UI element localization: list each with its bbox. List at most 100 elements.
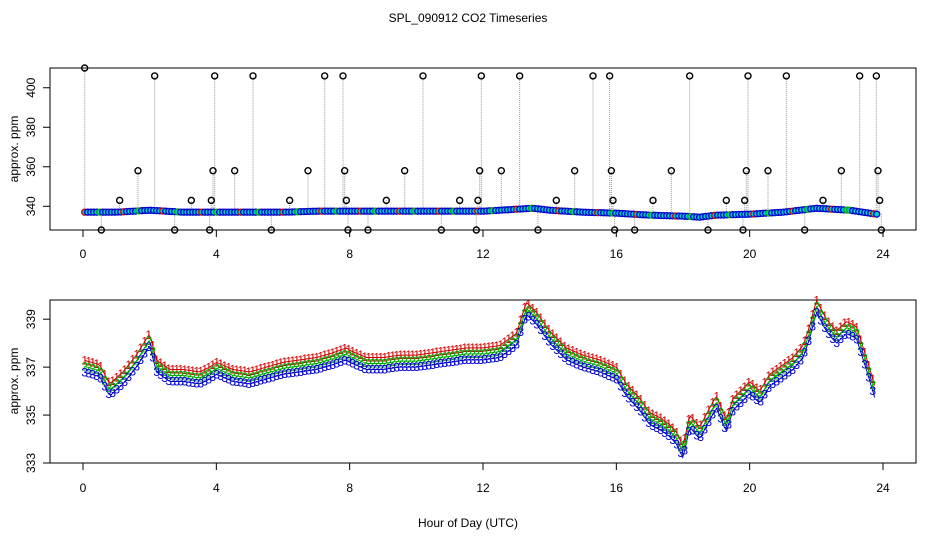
spike-point [855, 72, 864, 80]
series-3-marker: 3 [329, 358, 336, 372]
series-1-marker: 1 [197, 364, 204, 378]
series-1-marker: 1 [465, 341, 472, 355]
series-1-marker: 1 [225, 361, 232, 375]
series-3-marker: 3 [445, 356, 452, 370]
series-1-marker: 1 [813, 294, 820, 308]
series-2-marker: 2 [129, 359, 136, 373]
top-y-axis-label: approx. ppm [7, 116, 21, 183]
series-3-marker: 3 [261, 373, 268, 387]
series-2-marker: 2 [193, 371, 200, 385]
series-1-marker: 1 [389, 349, 396, 363]
series-3-marker: 3 [405, 360, 412, 374]
spike-point [744, 72, 752, 80]
series-2-marker: 2 [733, 394, 740, 408]
series-2-marker: 2 [265, 365, 272, 379]
series-1-marker: 1 [817, 301, 824, 315]
series-3-marker: 3 [857, 345, 864, 359]
series-3-marker: 3 [453, 354, 460, 368]
series-2-marker: 2 [165, 368, 172, 382]
series-1-marker: 1 [801, 334, 808, 348]
spike-point [304, 167, 312, 175]
series-1-marker: 1 [829, 320, 836, 334]
series-3-marker: 3 [673, 438, 680, 452]
bottom-x-tick-label: 12 [476, 481, 490, 495]
series-2-marker: 2 [725, 411, 732, 425]
series-3-marker: 3 [85, 367, 92, 381]
series-1-marker: 1 [437, 345, 444, 359]
series-2-marker: 2 [97, 366, 104, 380]
series-2-marker: 2 [225, 367, 232, 381]
series-3-marker: 3 [593, 364, 600, 378]
series-2-marker: 2 [753, 387, 760, 401]
series-1-marker: 1 [861, 345, 868, 359]
series-2-marker: 2 [349, 351, 356, 365]
series-2-marker: 2 [101, 373, 108, 387]
series-1-marker: 1 [361, 350, 368, 364]
series-2-marker: 2 [153, 359, 160, 373]
series-1-marker: 1 [581, 349, 588, 363]
spike-point [342, 196, 351, 205]
series-2-marker: 2 [329, 352, 336, 366]
x-axis-label: Hour of Day (UTC) [418, 516, 518, 530]
series-3-marker: 3 [789, 363, 796, 377]
series-3-marker: 3 [189, 376, 196, 390]
series-3-marker: 3 [657, 423, 664, 437]
series-2-marker: 2 [653, 415, 660, 429]
series-1-marker: 1 [193, 365, 200, 379]
series-2-marker: 2 [201, 369, 208, 383]
series-3-marker: 3 [757, 394, 764, 408]
series-3-marker: 3 [501, 347, 508, 361]
spike-point [607, 167, 616, 175]
series-3-marker: 3 [321, 360, 328, 374]
series-1-marker: 1 [189, 364, 196, 378]
series-3-marker: 3 [233, 375, 240, 389]
series-2-marker: 2 [353, 352, 360, 366]
series-3-marker: 3 [513, 338, 520, 352]
series-3-marker: 3 [385, 362, 392, 376]
series-1-marker: 1 [605, 357, 612, 371]
bottom-x-tick-label: 8 [346, 481, 353, 495]
series-3-marker: 3 [345, 355, 352, 369]
series-1-marker: 1 [741, 380, 748, 394]
series-1-marker: 1 [681, 431, 688, 445]
top-baseline-points [81, 204, 881, 221]
series-2-marker: 2 [341, 348, 348, 362]
series-1-marker: 1 [781, 357, 788, 371]
series-2-marker: 2 [801, 340, 808, 354]
series-1-marker: 1 [305, 352, 312, 366]
series-3-marker: 3 [649, 419, 656, 433]
series-2-marker: 2 [477, 347, 484, 361]
series-3-marker: 3 [533, 317, 540, 331]
series-2-marker: 2 [373, 357, 380, 371]
series-2-marker: 2 [229, 368, 236, 382]
series-3-marker: 3 [229, 374, 236, 388]
series-3-marker: 3 [317, 361, 324, 375]
series-2-marker: 2 [89, 362, 96, 376]
spike-point [874, 167, 882, 175]
series-3-marker: 3 [777, 371, 784, 385]
series-3-marker: 3 [557, 347, 564, 361]
series-2-marker: 2 [717, 405, 724, 419]
series-3-marker: 3 [609, 371, 616, 385]
series-3-marker: 3 [197, 376, 204, 390]
series-2-marker: 2 [697, 424, 704, 438]
series-2-marker: 2 [561, 345, 568, 359]
series-1-marker: 1 [793, 346, 800, 360]
series-1-marker: 1 [321, 348, 328, 362]
series-3-marker: 3 [521, 313, 528, 327]
series-3-marker: 3 [801, 346, 808, 360]
series-1-marker: 1 [149, 338, 156, 352]
series-3-marker: 3 [377, 363, 384, 377]
series-2-marker: 2 [365, 357, 372, 371]
spike-point [339, 72, 347, 80]
series-1-marker: 1 [221, 359, 228, 373]
series-1-marker: 1 [269, 358, 276, 372]
spike-point [837, 167, 846, 175]
figure-title: SPL_090912 CO2 Timeseries [389, 11, 548, 25]
series-2-marker: 2 [113, 377, 120, 391]
series-2-marker: 2 [481, 347, 488, 361]
series-2-marker: 2 [793, 352, 800, 366]
bottom-x-axis: 0 4 8 12 16 20 24 [80, 462, 890, 495]
series-2-marker: 2 [109, 380, 116, 394]
